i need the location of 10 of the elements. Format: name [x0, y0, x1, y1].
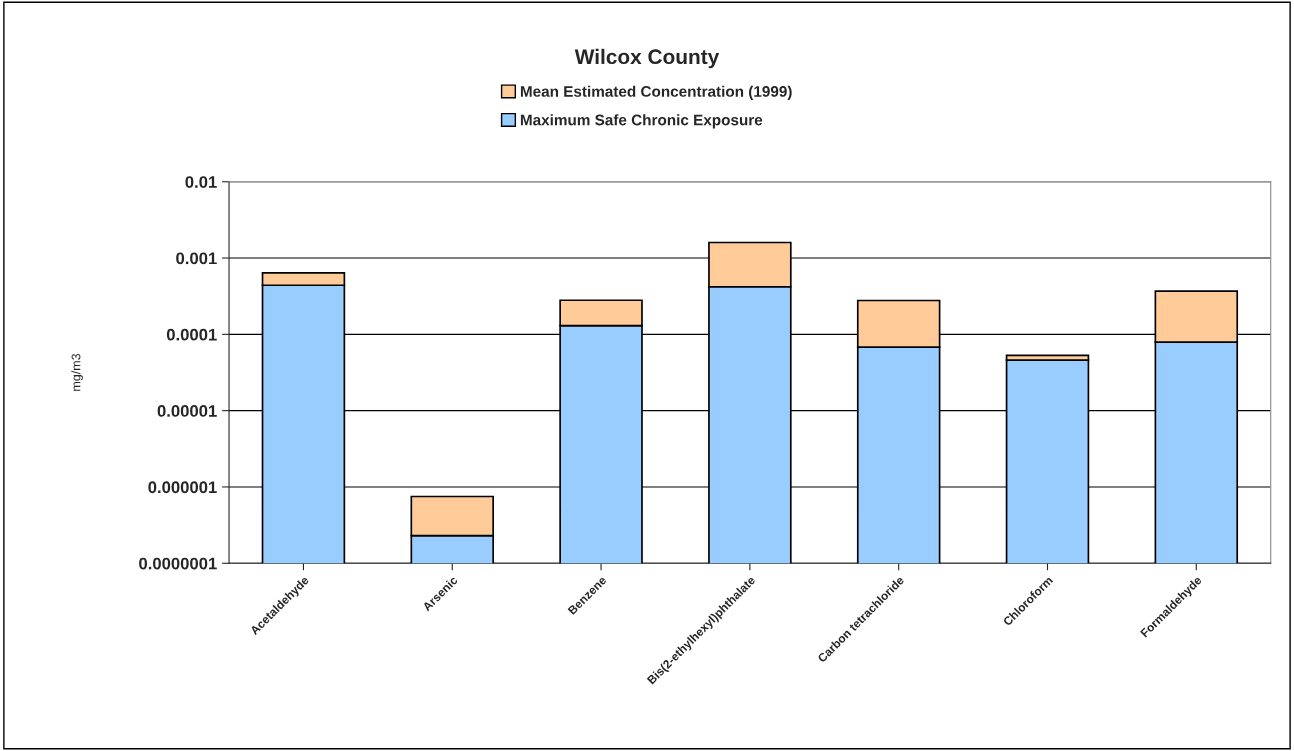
- chart-title: Wilcox County: [574, 48, 720, 69]
- y-tick-label: 0.00001: [157, 405, 217, 417]
- y-tick-label: 0.0000001: [139, 557, 217, 570]
- y-tick-label: 0.000001: [148, 481, 217, 494]
- y-tick-label: 0.001: [176, 252, 217, 265]
- y-tick-label: 0.0001: [166, 328, 217, 341]
- y-axis-title: mg/m3: [71, 353, 83, 391]
- legend-label: Mean Estimated Concentration (1999): [520, 85, 792, 100]
- y-tick-label: 0.01: [185, 176, 217, 188]
- legend-label: Maximum Safe Chronic Exposure: [520, 114, 763, 129]
